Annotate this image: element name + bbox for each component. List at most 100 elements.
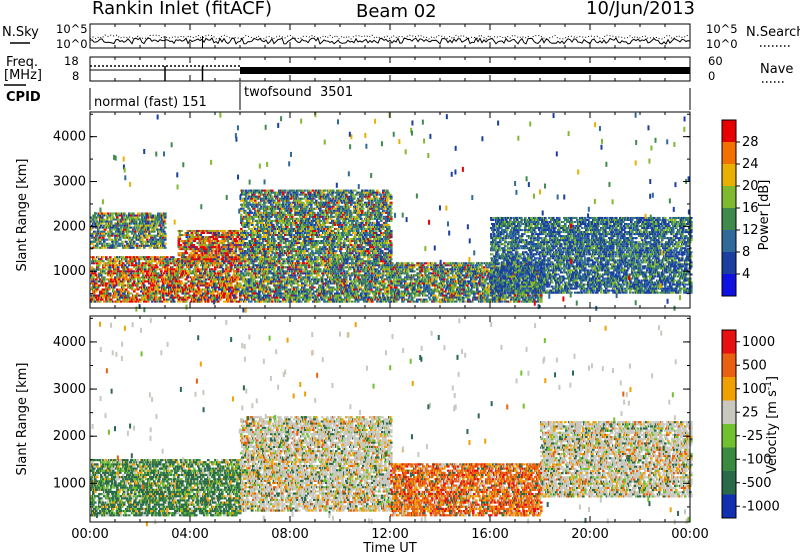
heatmap-cell bbox=[273, 242, 276, 245]
heatmap-cell bbox=[192, 286, 195, 289]
heatmap-cell bbox=[187, 240, 191, 243]
heatmap-cell bbox=[228, 231, 232, 234]
heatmap-cell bbox=[147, 244, 150, 247]
heatmap-cell bbox=[257, 244, 260, 247]
heatmap-cell bbox=[254, 199, 257, 202]
heatmap-cell bbox=[284, 270, 287, 273]
heatmap-cell bbox=[268, 278, 271, 281]
heatmap-cell bbox=[109, 232, 112, 235]
heatmap-cell bbox=[190, 272, 193, 275]
heatmap-cell bbox=[116, 288, 119, 291]
heatmap-cell bbox=[266, 244, 269, 247]
heatmap-cell bbox=[242, 238, 245, 241]
heatmap-cell bbox=[221, 258, 225, 261]
heatmap-cell bbox=[269, 242, 272, 245]
heatmap-cell bbox=[226, 250, 230, 253]
heatmap-cell bbox=[100, 222, 103, 225]
heatmap-cell bbox=[187, 262, 190, 265]
heatmap-cell bbox=[291, 298, 294, 301]
heatmap-cell bbox=[181, 274, 184, 277]
heatmap-cell bbox=[267, 221, 270, 224]
heatmap-cell bbox=[295, 236, 298, 239]
heatmap-cell bbox=[146, 242, 149, 245]
heatmap-cell bbox=[236, 242, 240, 245]
heatmap-cell bbox=[135, 262, 138, 265]
heatmap-cell bbox=[94, 300, 97, 303]
heatmap-cell bbox=[273, 199, 276, 202]
heatmap-cell bbox=[103, 300, 106, 303]
heatmap-cell bbox=[120, 214, 123, 217]
heatmap-cell bbox=[131, 262, 134, 265]
heatmap-cell bbox=[220, 284, 223, 287]
heatmap-cell bbox=[179, 264, 182, 267]
heatmap-cell bbox=[268, 268, 271, 271]
heatmap-cell bbox=[281, 284, 284, 287]
heatmap-cell bbox=[286, 207, 289, 210]
heatmap-cell bbox=[250, 300, 253, 303]
heatmap-cell bbox=[275, 215, 278, 218]
heatmap-cell bbox=[227, 242, 231, 245]
heatmap-cell bbox=[296, 242, 299, 245]
heatmap-cell bbox=[207, 252, 211, 255]
heatmap-cell bbox=[252, 286, 255, 289]
heatmap-cell bbox=[145, 240, 148, 243]
heatmap-cell bbox=[232, 268, 235, 271]
heatmap-cell bbox=[164, 246, 167, 249]
heatmap-cell bbox=[154, 286, 157, 289]
heatmap-cell bbox=[280, 294, 283, 297]
heatmap-cell bbox=[104, 228, 107, 231]
heatmap-cell bbox=[275, 233, 278, 237]
heatmap-cell bbox=[265, 294, 268, 297]
heatmap-cell bbox=[136, 214, 139, 217]
heatmap-cell bbox=[178, 298, 181, 301]
heatmap-cell bbox=[265, 191, 268, 194]
heatmap-cell bbox=[242, 252, 245, 255]
heatmap-cell bbox=[100, 260, 103, 263]
heatmap-cell bbox=[137, 236, 140, 239]
heatmap-cell bbox=[118, 284, 121, 287]
heatmap-cell bbox=[134, 228, 137, 231]
heatmap-cell bbox=[111, 258, 114, 261]
heatmap-cell bbox=[199, 276, 202, 279]
heatmap-cell bbox=[140, 286, 143, 289]
heatmap-cell bbox=[269, 270, 272, 273]
heatmap-cell bbox=[271, 278, 274, 281]
heatmap-cell bbox=[294, 209, 297, 212]
heatmap-cell bbox=[296, 207, 299, 210]
heatmap-cell bbox=[101, 212, 104, 215]
heatmap-cell bbox=[216, 294, 219, 297]
heatmap-cell bbox=[195, 246, 199, 249]
heatmap-cell bbox=[242, 242, 245, 245]
heatmap-cell bbox=[114, 262, 117, 265]
heatmap-cell bbox=[164, 282, 167, 285]
heatmap-cell bbox=[153, 268, 156, 271]
heatmap-cell bbox=[162, 294, 165, 297]
heatmap-cell bbox=[266, 284, 269, 287]
freq-band-mode2 bbox=[240, 67, 690, 74]
heatmap-cell bbox=[261, 199, 264, 202]
heatmap-cell bbox=[239, 286, 242, 289]
heatmap-cell bbox=[165, 290, 168, 293]
heatmap-cell bbox=[214, 229, 218, 232]
heatmap-cell bbox=[156, 222, 159, 225]
heatmap-cell bbox=[229, 294, 232, 297]
heatmap-cell bbox=[222, 276, 225, 279]
heatmap-cell bbox=[158, 234, 161, 237]
heatmap-cell bbox=[267, 219, 270, 222]
heatmap-cell bbox=[193, 256, 197, 259]
heatmap-cell bbox=[171, 270, 174, 273]
heatmap-cell bbox=[234, 250, 238, 253]
heatmap-cell bbox=[247, 205, 250, 208]
heatmap-cell bbox=[122, 222, 125, 225]
heatmap-cell bbox=[128, 296, 131, 299]
heatmap-cell bbox=[258, 221, 261, 224]
heatmap-cell bbox=[177, 244, 181, 247]
heatmap-cell bbox=[190, 244, 194, 247]
heatmap-cell bbox=[122, 274, 125, 277]
heatmap-cell bbox=[270, 231, 273, 234]
heatmap-cell bbox=[294, 276, 297, 279]
heatmap-cell bbox=[268, 199, 271, 202]
heatmap-cell bbox=[209, 242, 213, 245]
heatmap-cell bbox=[189, 290, 192, 293]
heatmap-cell bbox=[227, 298, 230, 301]
